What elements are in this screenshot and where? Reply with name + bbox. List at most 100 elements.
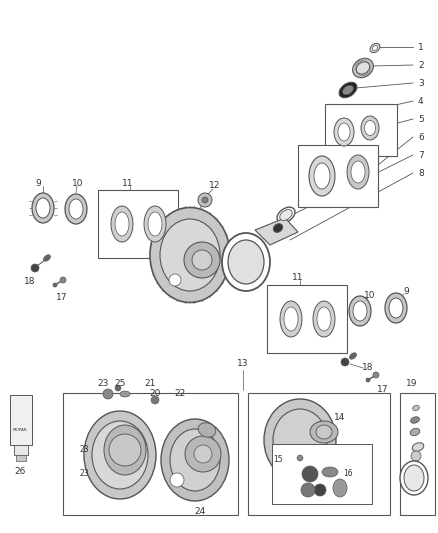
Bar (10, 395, 32, 445)
Ellipse shape (356, 64, 361, 67)
Ellipse shape (385, 293, 407, 323)
Circle shape (341, 358, 349, 366)
Text: 3: 3 (418, 78, 424, 87)
Circle shape (115, 385, 121, 391)
Ellipse shape (309, 156, 335, 196)
Ellipse shape (228, 240, 264, 284)
Ellipse shape (400, 461, 428, 495)
Ellipse shape (364, 120, 375, 135)
Text: 23: 23 (97, 378, 109, 387)
Text: 22: 22 (174, 389, 186, 398)
Circle shape (297, 455, 303, 461)
Circle shape (103, 389, 113, 399)
Circle shape (151, 396, 159, 404)
Circle shape (192, 250, 212, 270)
Ellipse shape (361, 71, 365, 76)
Ellipse shape (413, 406, 420, 410)
Ellipse shape (36, 198, 50, 218)
Ellipse shape (65, 194, 87, 224)
Ellipse shape (339, 82, 357, 98)
Bar (400, 393, 435, 515)
Text: 2: 2 (418, 61, 424, 69)
Ellipse shape (404, 465, 424, 491)
Circle shape (184, 242, 220, 278)
Ellipse shape (198, 423, 216, 437)
Text: 17: 17 (56, 294, 68, 303)
Text: 12: 12 (209, 182, 221, 190)
Circle shape (411, 451, 421, 461)
Text: 8: 8 (418, 168, 424, 177)
Text: 7: 7 (418, 150, 424, 159)
Text: 19: 19 (406, 378, 418, 387)
Circle shape (109, 434, 141, 466)
Ellipse shape (284, 307, 298, 331)
Ellipse shape (104, 425, 146, 475)
Text: 10: 10 (364, 290, 376, 300)
Ellipse shape (361, 60, 365, 64)
Text: 9: 9 (35, 179, 41, 188)
Ellipse shape (317, 307, 331, 331)
Ellipse shape (350, 353, 357, 359)
Ellipse shape (160, 219, 220, 291)
Ellipse shape (92, 421, 148, 489)
Ellipse shape (246, 243, 258, 253)
Text: 26: 26 (14, 467, 26, 477)
Ellipse shape (264, 399, 336, 481)
Ellipse shape (357, 68, 360, 73)
Text: 23: 23 (79, 469, 89, 478)
Ellipse shape (355, 66, 360, 70)
Text: 16: 16 (343, 470, 353, 479)
Ellipse shape (364, 61, 367, 66)
Bar (325, 104, 397, 156)
Bar (14, 445, 28, 455)
Ellipse shape (338, 123, 350, 141)
Ellipse shape (357, 62, 370, 74)
Ellipse shape (353, 301, 367, 321)
Ellipse shape (347, 155, 369, 189)
Ellipse shape (280, 209, 292, 221)
Circle shape (202, 197, 208, 203)
Ellipse shape (273, 409, 327, 471)
Ellipse shape (366, 66, 371, 70)
Circle shape (373, 372, 379, 378)
Ellipse shape (389, 298, 403, 318)
Ellipse shape (161, 419, 229, 501)
Circle shape (194, 445, 212, 463)
Ellipse shape (365, 69, 370, 72)
Text: 17: 17 (377, 385, 389, 394)
Ellipse shape (361, 116, 379, 140)
Ellipse shape (241, 239, 263, 257)
Circle shape (275, 455, 289, 469)
Circle shape (53, 283, 57, 287)
Circle shape (198, 193, 212, 207)
Text: 5: 5 (418, 115, 424, 124)
Text: 11: 11 (122, 179, 134, 188)
Ellipse shape (280, 301, 302, 337)
Text: 24: 24 (194, 507, 205, 516)
Bar (272, 444, 372, 504)
Text: MOPAR: MOPAR (13, 428, 27, 432)
Ellipse shape (334, 118, 354, 146)
Circle shape (169, 274, 181, 286)
Bar (298, 145, 378, 207)
Ellipse shape (412, 443, 424, 451)
Ellipse shape (273, 224, 283, 232)
Ellipse shape (411, 417, 419, 423)
Text: 14: 14 (334, 414, 346, 423)
Ellipse shape (343, 85, 353, 95)
Text: 18: 18 (24, 278, 36, 287)
Ellipse shape (358, 61, 363, 65)
Text: 11: 11 (292, 272, 304, 281)
Ellipse shape (69, 199, 83, 219)
Ellipse shape (349, 296, 371, 326)
Ellipse shape (277, 207, 295, 223)
Ellipse shape (333, 479, 347, 497)
Ellipse shape (313, 301, 335, 337)
Ellipse shape (120, 391, 130, 397)
Text: 23: 23 (79, 446, 89, 455)
Ellipse shape (366, 63, 370, 68)
Circle shape (302, 466, 318, 482)
Ellipse shape (43, 255, 50, 261)
Ellipse shape (359, 70, 362, 75)
Text: 13: 13 (237, 359, 249, 367)
